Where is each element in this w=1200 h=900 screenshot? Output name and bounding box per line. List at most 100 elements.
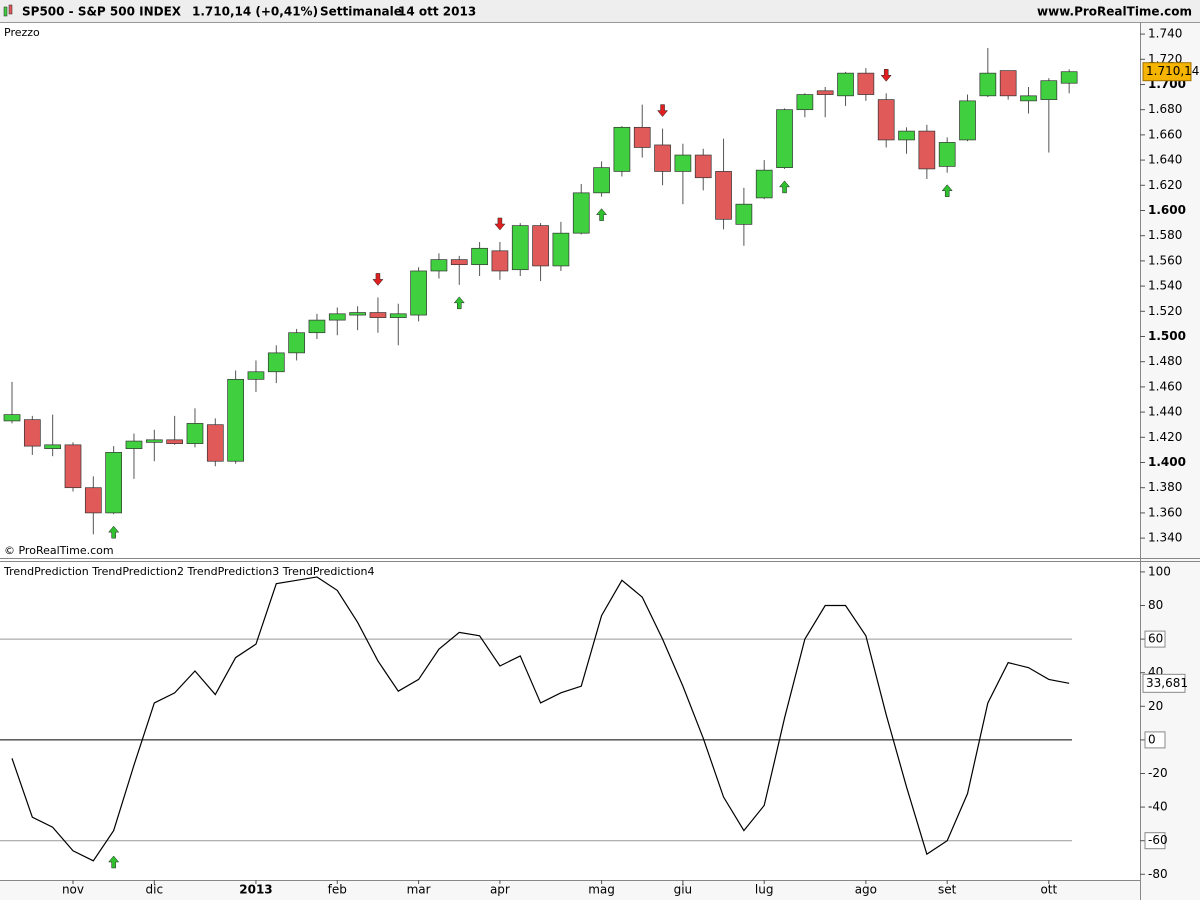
- candle-body: [796, 94, 814, 111]
- x-tick-label: dic: [146, 883, 164, 897]
- candle-body: [877, 99, 895, 141]
- candle-body: [491, 250, 509, 272]
- buy-signal: [779, 180, 791, 194]
- x-tick-label: mar: [407, 883, 431, 897]
- candle-body: [715, 171, 732, 220]
- y-tick-label: 1.340: [1148, 531, 1182, 545]
- candle-body: [999, 70, 1017, 97]
- date: 14 ott 2013: [398, 5, 476, 19]
- y-tick-label: -40: [1148, 800, 1168, 814]
- sell-signal: [657, 104, 669, 117]
- candle-body: [450, 259, 468, 266]
- x-tick-label: set: [938, 883, 957, 897]
- x-tick-label: 2013: [239, 883, 272, 897]
- candle-body: [84, 487, 102, 514]
- y-tick-label: 1.660: [1148, 127, 1182, 141]
- y-tick-label: 1.420: [1148, 430, 1182, 444]
- y-tick-label: 1.380: [1148, 480, 1182, 494]
- y-tick-label: 1.680: [1148, 102, 1182, 116]
- candle-body: [227, 378, 244, 462]
- last-price-box: [1142, 62, 1192, 82]
- candle-body: [816, 90, 834, 95]
- y-tick-label: 1.520: [1148, 304, 1182, 318]
- tick-box: [1144, 731, 1166, 749]
- candle-body: [532, 225, 549, 267]
- candle-body: [186, 423, 204, 444]
- buy-signal: [108, 855, 120, 869]
- panel-title: TrendPrediction TrendPrediction2 TrendPr…: [3, 565, 375, 578]
- y-tick-label: 1.440: [1148, 405, 1182, 419]
- candle-body: [694, 154, 712, 179]
- candle-body: [471, 247, 488, 266]
- candle-body: [44, 444, 62, 449]
- y-tick-label: 1.400: [1148, 455, 1186, 469]
- x-tick-label: nov: [62, 883, 84, 897]
- candle-body: [959, 100, 976, 141]
- candle-body: [1040, 80, 1058, 100]
- indicator-line: [11, 576, 1070, 862]
- y-tick-label: 20: [1148, 699, 1163, 713]
- candle-body: [938, 142, 956, 167]
- credit: © ProRealTime.com: [4, 544, 114, 557]
- header-bar: [0, 0, 1200, 22]
- sell-signal: [494, 217, 506, 231]
- candle-body: [410, 270, 427, 316]
- candle-body: [755, 169, 773, 199]
- candle-body: [674, 154, 692, 172]
- candle-body: [918, 130, 936, 170]
- candle-body: [613, 126, 631, 172]
- buy-signal: [108, 525, 120, 539]
- sell-signal: [372, 273, 384, 286]
- tick-box: [1144, 832, 1166, 850]
- candle-body: [654, 144, 671, 172]
- candle-body: [105, 452, 123, 514]
- y-tick-label: -60: [1148, 833, 1168, 847]
- y-tick-label: 1.540: [1148, 279, 1182, 293]
- candle-body: [64, 444, 82, 489]
- candle-body: [593, 167, 610, 194]
- time-axis-area: [0, 880, 1140, 900]
- y-tick-label: 60: [1148, 632, 1163, 646]
- x-tick-label: mag: [588, 883, 615, 897]
- buy-signal: [453, 296, 465, 310]
- candle-body: [511, 225, 529, 271]
- candle-body: [125, 440, 143, 449]
- candle-body: [633, 126, 651, 148]
- y-tick-label: 1.740: [1148, 27, 1182, 41]
- candle-body: [308, 319, 326, 334]
- x-tick-label: feb: [328, 883, 347, 897]
- candle-body: [166, 439, 183, 444]
- y-tick-label: 1.580: [1148, 228, 1182, 242]
- y-tick-label: 1.640: [1148, 153, 1182, 167]
- y-tick-label: 1.480: [1148, 354, 1182, 368]
- period: Settimanale: [320, 5, 402, 19]
- y-tick-label: 100: [1148, 564, 1171, 578]
- candle-body: [735, 203, 753, 225]
- y-tick-label: 1.600: [1148, 203, 1186, 217]
- candle-body: [288, 332, 305, 354]
- site: www.ProRealTime.com: [1037, 5, 1192, 19]
- y-tick-label: 1.500: [1148, 329, 1186, 343]
- candle-body: [267, 352, 285, 373]
- candle-body: [979, 72, 997, 97]
- candle-body: [145, 439, 163, 443]
- candle-body: [430, 259, 448, 272]
- sell-signal: [880, 69, 892, 82]
- y-tick-label: -80: [1148, 867, 1168, 881]
- last-price-label: 1.710,14: [1146, 64, 1199, 78]
- buy-signal: [596, 208, 608, 221]
- candle-body: [1020, 95, 1037, 102]
- y-tick-label: 80: [1148, 598, 1163, 612]
- price-axis-area: [1140, 22, 1200, 900]
- panel-title: Prezzo: [4, 26, 40, 39]
- y-tick-label: 1.560: [1148, 253, 1182, 267]
- x-tick-label: ott: [1040, 883, 1057, 897]
- symbol: SP500 - S&P 500 INDEX: [22, 5, 182, 19]
- candle-body: [572, 192, 590, 234]
- candle-body: [857, 72, 875, 95]
- candle-body: [349, 312, 366, 316]
- y-tick-label: 0: [1148, 732, 1156, 746]
- buy-signal: [941, 184, 953, 197]
